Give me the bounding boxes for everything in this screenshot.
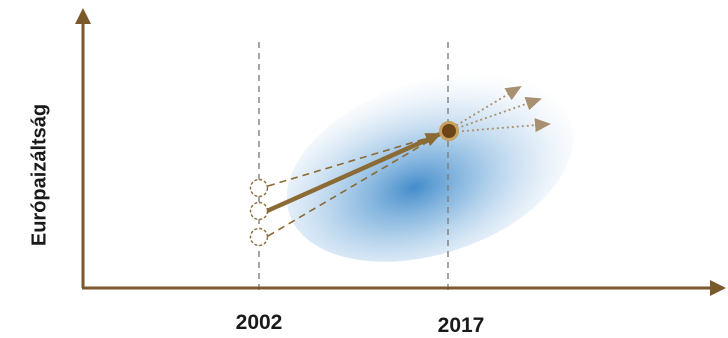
projection-arrow-2 bbox=[451, 97, 542, 131]
y-axis-label: Európaizáltság bbox=[28, 104, 50, 246]
x-tick-2017: 2017 bbox=[438, 314, 485, 337]
main-trend-arrow bbox=[266, 131, 442, 214]
uncertainty-cloud bbox=[286, 74, 574, 262]
dashed-path-upper bbox=[267, 133, 442, 187]
start-point-lower bbox=[249, 227, 269, 247]
y-axis-arrowhead bbox=[75, 8, 91, 24]
start-point-upper bbox=[249, 178, 269, 198]
dashed-path-lower bbox=[267, 133, 442, 237]
start-point-middle bbox=[249, 201, 269, 221]
projection-arrow-1 bbox=[451, 85, 522, 129]
current-point-2017 bbox=[439, 121, 459, 141]
projection-arrow-3 bbox=[451, 118, 551, 133]
x-tick-2002: 2002 bbox=[236, 311, 283, 334]
axes bbox=[75, 8, 726, 296]
x-axis-arrowhead bbox=[710, 280, 726, 296]
